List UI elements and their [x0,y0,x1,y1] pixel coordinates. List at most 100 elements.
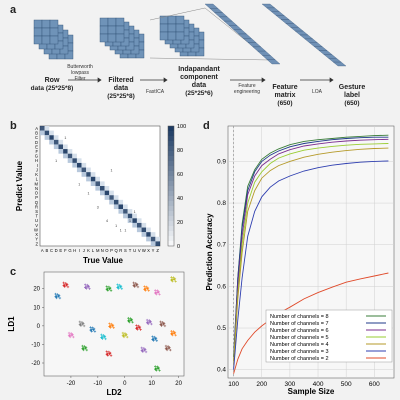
band-segment [280,19,295,24]
diagonal-cell [127,213,133,219]
band-segment [318,50,333,55]
stack-cell [107,33,117,43]
step-fastica: FastICA [145,89,165,95]
stack-cell [175,23,185,33]
x-tick-label: V [138,248,141,253]
x-tick-label: X [147,248,150,253]
off-diagonal-cell [132,222,137,228]
colorbar-segment [168,166,174,172]
y-tick-label: 0.4 [217,367,226,374]
node-filtered-data: Filtered data (25*25*8) [98,77,144,101]
x-tick-label: T [129,248,132,253]
off-diagonal-cell [155,236,160,242]
y-tick-label: Z [35,241,38,246]
x-tick-label: B [46,248,49,253]
node-raw-data-label: Row [44,77,60,84]
step-butterworth-line3: Filter [74,76,86,82]
stack-cell [167,31,177,41]
diagonal-cell [104,190,110,196]
x-tick-label: F [64,248,67,253]
x-tick-label: 10 [148,381,155,387]
off-diagonal-cell [118,209,124,214]
scatter-y-label: LD1 [7,316,16,332]
off-diagonal-cell [136,227,142,233]
colorbar-tick-label: 40 [177,196,183,202]
panel-letter-b: b [10,120,17,132]
series-line [233,138,389,362]
colorbar-tick-label: 0 [177,244,180,250]
y-tick-label: E [35,144,38,149]
off-diagonal-cell [53,144,59,150]
colorbar-segment [168,151,174,157]
accuracy-x-label: Sample Size [288,387,335,396]
off-diagonal-cell [100,181,105,186]
y-tick-label: A [35,126,38,131]
scatter-x-label: LD2 [106,388,122,397]
x-tick-label: G [68,248,71,253]
legend-label: Number of channels = 6 [270,328,329,334]
diagonal-cell [72,158,77,163]
step-fe-line2: engineering [233,89,261,95]
off-diagonal-cell [109,190,114,196]
series-line [233,160,389,370]
y-tick-label: F [35,149,38,154]
diagonal-cell [123,209,128,214]
band-segment [271,11,285,16]
stack-cell [99,25,109,35]
x-tick-label: 100 [228,381,239,388]
off-diagonal-cell [123,213,128,219]
diagonal-cell [95,181,100,186]
x-tick-label: M [96,248,100,253]
diagonal-cell [141,227,147,233]
diagonal-cell [86,172,91,177]
step-butterworth-line2: lowpass [70,70,90,76]
step-feature-engineering: Feature engineering [228,83,266,95]
band-segment [257,50,271,56]
stack-cell [107,25,117,35]
y-tick-label: G [35,154,38,159]
y-tick-label: 10 [33,305,40,311]
off-diagonal-value: 4 [106,219,108,223]
x-tick-label: 20 [175,381,182,387]
stack-cell [115,25,125,35]
y-tick-label: L [36,177,39,182]
node-feature-matrix: Feature matrix (650) [265,84,305,108]
y-tick-label: 0.7 [217,242,226,249]
diagonal-cell [53,139,59,145]
off-diagonal-cell [58,149,64,154]
diagonal-cell [132,218,137,223]
diagonal-cell [113,199,119,205]
off-diagonal-cell [72,162,77,168]
x-tick-label: R [119,248,122,253]
band-segment [309,42,323,47]
band-segment [266,7,280,12]
band-segment [266,59,281,65]
off-diagonal-cell [146,227,151,233]
stack-cell [49,19,59,29]
series-line [233,143,389,362]
off-diagonal-cell [49,130,54,136]
component-stack [159,15,205,57]
colorbar-segment [168,141,174,147]
band-segment [252,46,267,52]
off-diagonal-cell [67,149,73,154]
stack-cell [41,27,51,37]
y-tick-label: 20 [33,287,40,293]
node-gesture-label: Gesture label (650) [332,84,372,108]
x-tick-label: Q [115,248,119,253]
off-diagonal-cell [95,186,100,191]
diagonal-cell [44,130,50,136]
x-tick-label: K [87,248,90,253]
colorbar-segment [168,161,174,167]
x-tick-label: J [83,248,85,253]
colorbar-segment [168,176,174,182]
scatter-y-ticks: 20 10 0 -10 -20 [31,287,44,367]
y-tick-label: 0.5 [217,325,226,332]
node-fm-sub: (650) [277,100,293,107]
off-diagonal-cell [141,222,147,228]
stack-cell [59,45,69,55]
off-diagonal-cell [81,172,87,177]
